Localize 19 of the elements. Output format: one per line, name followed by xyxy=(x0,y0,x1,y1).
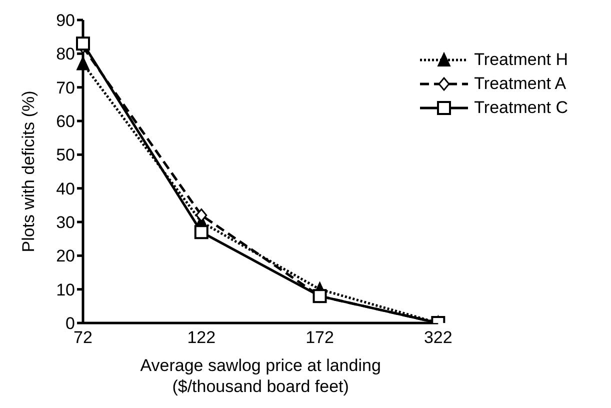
y-tick-label: 20 xyxy=(56,246,75,266)
x-axis-title: Average sawlog price at landing ($/thousand board feet) xyxy=(140,356,381,396)
legend-label: Treatment A xyxy=(474,74,566,94)
x-tick-label: 322 xyxy=(424,328,452,348)
y-axis-title: Plots with deficits (%) xyxy=(19,90,38,252)
x-tick-label: 72 xyxy=(74,328,92,348)
x-tick-label: 172 xyxy=(306,328,334,348)
legend-label: Treatment H xyxy=(474,50,568,70)
y-tick-label: 0 xyxy=(66,314,75,334)
y-tick-label: 30 xyxy=(56,213,75,232)
y-tick-label: 60 xyxy=(56,112,75,132)
y-tick-label: 40 xyxy=(56,179,75,198)
x-tick-label: 122 xyxy=(187,328,216,348)
y-tick-label: 90 xyxy=(56,11,75,30)
y-tick-label: 50 xyxy=(56,146,75,165)
legend-label: Treatment C xyxy=(474,98,568,118)
y-tick-label: 70 xyxy=(56,78,75,98)
y-tick-label: 10 xyxy=(56,280,75,300)
y-tick-label: 80 xyxy=(56,44,75,64)
